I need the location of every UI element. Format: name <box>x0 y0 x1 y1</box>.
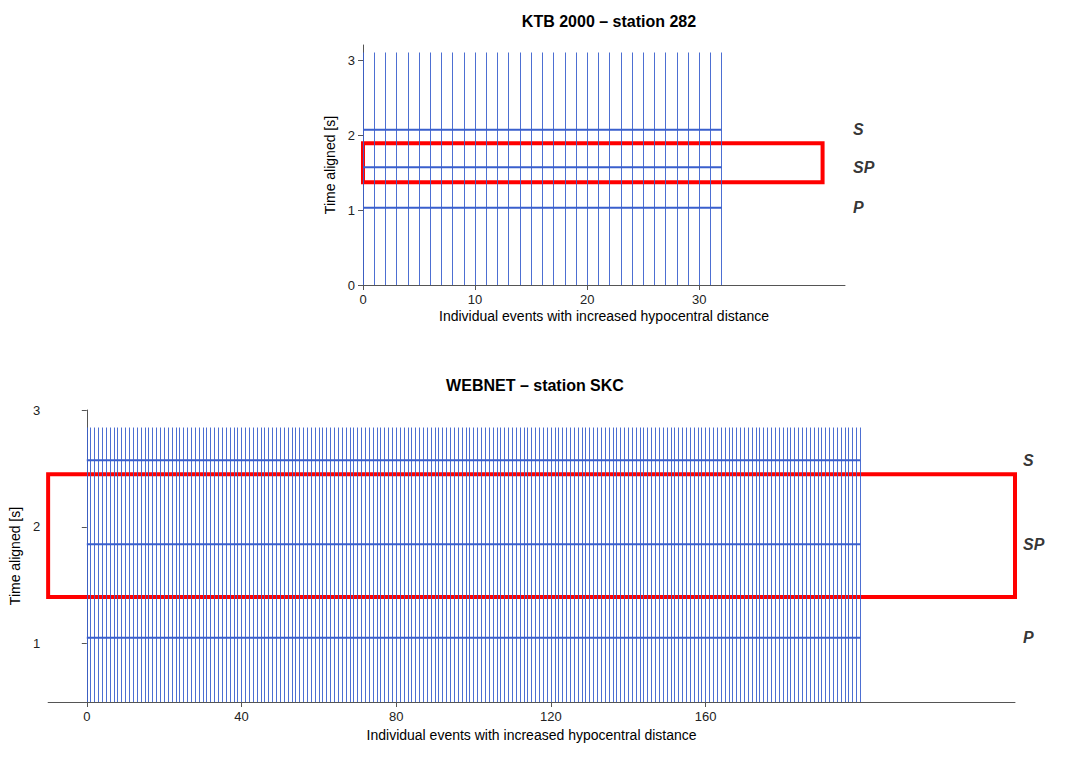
svg-text:80: 80 <box>389 709 403 724</box>
svg-text:WEBNET – station SKC: WEBNET – station SKC <box>446 377 624 394</box>
svg-text:Time aligned [s]: Time aligned [s] <box>7 507 23 605</box>
svg-text:3: 3 <box>348 53 355 68</box>
svg-text:Time aligned [s]: Time aligned [s] <box>322 116 338 214</box>
svg-text:P: P <box>1023 629 1034 646</box>
svg-text:SP: SP <box>1023 536 1045 553</box>
svg-text:160: 160 <box>695 709 717 724</box>
svg-text:SP: SP <box>853 159 875 176</box>
svg-text:Individual events with increas: Individual events with increased hypocen… <box>439 308 769 324</box>
svg-text:0: 0 <box>83 709 90 724</box>
svg-text:10: 10 <box>468 292 482 307</box>
svg-text:P: P <box>853 199 864 216</box>
svg-text:3: 3 <box>33 403 40 418</box>
svg-text:KTB 2000 – station 282: KTB 2000 – station 282 <box>522 13 696 30</box>
svg-text:120: 120 <box>540 709 562 724</box>
svg-text:0: 0 <box>359 292 366 307</box>
svg-text:S: S <box>853 121 864 138</box>
svg-text:2: 2 <box>348 128 355 143</box>
svg-text:20: 20 <box>580 292 594 307</box>
svg-text:1: 1 <box>33 636 40 651</box>
svg-text:Individual events with increas: Individual events with increased hypocen… <box>367 727 697 743</box>
svg-text:2: 2 <box>33 519 40 534</box>
svg-text:1: 1 <box>348 203 355 218</box>
svg-text:0: 0 <box>348 278 355 293</box>
svg-text:30: 30 <box>692 292 706 307</box>
svg-text:S: S <box>1023 452 1034 469</box>
svg-text:40: 40 <box>234 709 248 724</box>
